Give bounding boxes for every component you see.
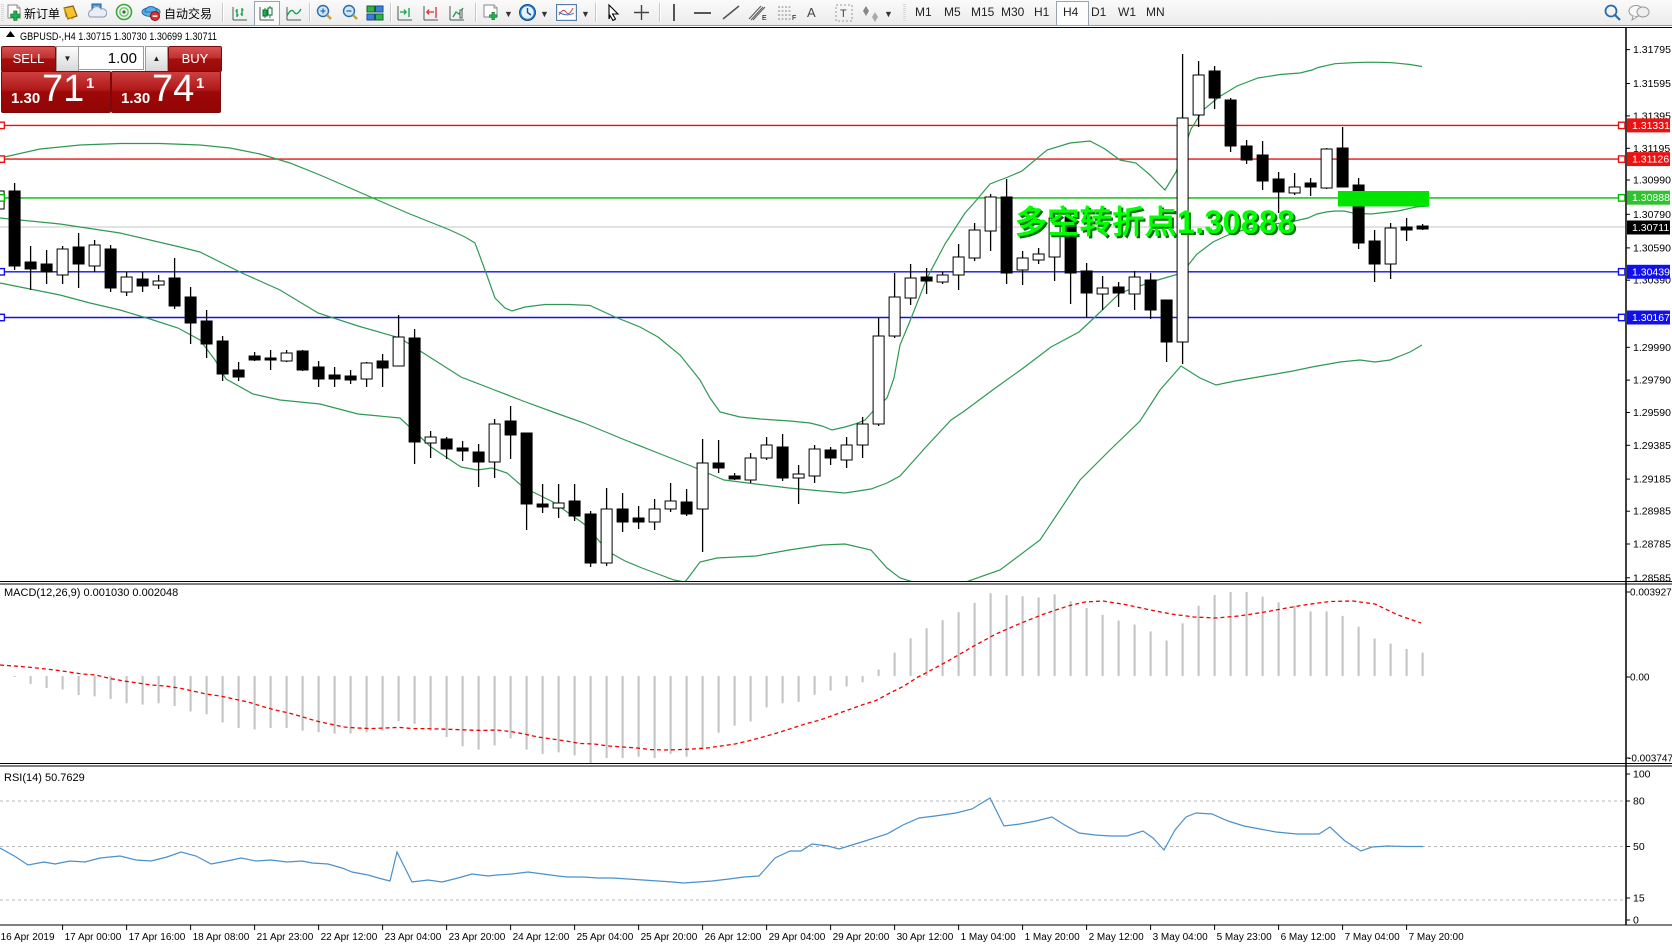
svg-text:1.31595: 1.31595 xyxy=(1633,78,1671,90)
svg-text:1.29590: 1.29590 xyxy=(1633,407,1671,419)
svg-text:16 Apr 2019: 16 Apr 2019 xyxy=(1,932,55,943)
svg-text:RSI(14) 50.7629: RSI(14) 50.7629 xyxy=(4,772,85,784)
svg-text:1.31331: 1.31331 xyxy=(1632,120,1670,132)
svg-text:29 Apr 20:00: 29 Apr 20:00 xyxy=(833,932,890,943)
svg-text:100: 100 xyxy=(1633,769,1651,781)
svg-text:5 May 23:00: 5 May 23:00 xyxy=(1217,932,1272,943)
svg-text:1.28785: 1.28785 xyxy=(1633,539,1671,551)
svg-text:17 Apr 00:00: 17 Apr 00:00 xyxy=(65,932,122,943)
svg-text:29 Apr 04:00: 29 Apr 04:00 xyxy=(769,932,826,943)
svg-text:24 Apr 12:00: 24 Apr 12:00 xyxy=(513,932,570,943)
svg-text:1.28585: 1.28585 xyxy=(1633,572,1671,584)
svg-text:7 May 20:00: 7 May 20:00 xyxy=(1409,932,1464,943)
svg-text:GBPUSD-,H4 1.30715 1.30730 1.: GBPUSD-,H4 1.30715 1.30730 1.30699 1.307… xyxy=(20,31,217,43)
svg-text:2 May 12:00: 2 May 12:00 xyxy=(1089,932,1144,943)
svg-text:1.31795: 1.31795 xyxy=(1633,44,1671,56)
svg-text:1.28985: 1.28985 xyxy=(1633,506,1671,518)
svg-text:1.30167: 1.30167 xyxy=(1632,312,1670,324)
svg-text:1.30888: 1.30888 xyxy=(1632,192,1670,204)
svg-text:1 May 04:00: 1 May 04:00 xyxy=(961,932,1016,943)
svg-text:26 Apr 12:00: 26 Apr 12:00 xyxy=(705,932,762,943)
svg-text:T: T xyxy=(840,8,847,20)
svg-text:25 Apr 20:00: 25 Apr 20:00 xyxy=(641,932,698,943)
svg-text:1.30790: 1.30790 xyxy=(1633,209,1671,221)
svg-text:1.30439: 1.30439 xyxy=(1632,266,1670,278)
svg-text:1.31195: 1.31195 xyxy=(1633,143,1670,155)
svg-text:1 May 20:00: 1 May 20:00 xyxy=(1025,932,1080,943)
svg-text:25 Apr 04:00: 25 Apr 04:00 xyxy=(577,932,634,943)
svg-text:0.00: 0.00 xyxy=(1630,673,1650,684)
svg-text:E: E xyxy=(762,15,767,21)
svg-text:23 Apr 04:00: 23 Apr 04:00 xyxy=(385,932,442,943)
svg-text:7 May 04:00: 7 May 04:00 xyxy=(1345,932,1400,943)
svg-text:1.30990: 1.30990 xyxy=(1633,175,1671,187)
svg-text:23 Apr 20:00: 23 Apr 20:00 xyxy=(449,932,506,943)
svg-text:F: F xyxy=(792,15,796,21)
svg-text:1.31126: 1.31126 xyxy=(1632,154,1669,166)
svg-text:0.003927: 0.003927 xyxy=(1630,588,1672,599)
svg-text:17 Apr 16:00: 17 Apr 16:00 xyxy=(129,932,186,943)
svg-text:22 Apr 12:00: 22 Apr 12:00 xyxy=(321,932,378,943)
svg-text:1.30711: 1.30711 xyxy=(1632,222,1669,234)
svg-text:0: 0 xyxy=(1633,915,1639,927)
svg-text:-0.003747: -0.003747 xyxy=(1628,754,1672,765)
svg-text:1.29990: 1.29990 xyxy=(1633,342,1671,354)
svg-text:80: 80 xyxy=(1633,796,1645,808)
svg-text:1.29790: 1.29790 xyxy=(1633,375,1671,387)
svg-text:多空转折点1.30888: 多空转折点1.30888 xyxy=(1015,204,1295,240)
svg-text:18 Apr 08:00: 18 Apr 08:00 xyxy=(193,932,250,943)
svg-text:6 May 12:00: 6 May 12:00 xyxy=(1281,932,1336,943)
svg-text:1.29185: 1.29185 xyxy=(1633,474,1671,486)
svg-text:1.30590: 1.30590 xyxy=(1633,242,1671,254)
svg-text:MACD(12,26,9) 0.001030 0.00204: MACD(12,26,9) 0.001030 0.002048 xyxy=(4,587,178,599)
svg-text:15: 15 xyxy=(1633,893,1645,905)
svg-text:21 Apr 23:00: 21 Apr 23:00 xyxy=(257,932,314,943)
svg-text:3 May 04:00: 3 May 04:00 xyxy=(1153,932,1208,943)
svg-text:1.29385: 1.29385 xyxy=(1633,440,1671,452)
svg-text:50: 50 xyxy=(1633,841,1645,853)
svg-text:30 Apr 12:00: 30 Apr 12:00 xyxy=(897,932,954,943)
svg-text:多空转折点1.30888: 多空转折点1.30888 xyxy=(1017,206,1297,242)
